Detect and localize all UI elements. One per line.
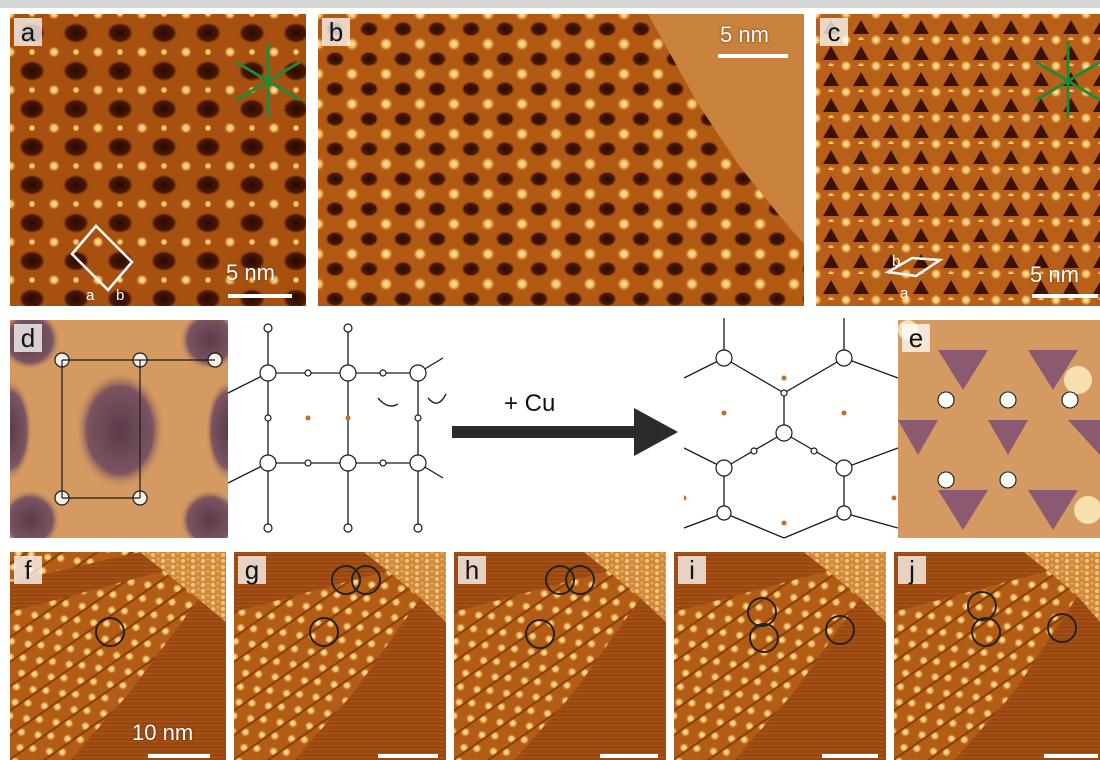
scale-bar-a — [228, 294, 292, 298]
scale-text-f: 10 nm — [132, 720, 194, 745]
scale-bar-i — [822, 754, 878, 758]
lattice-label-b: b — [892, 253, 900, 270]
stm-panel-a: a b a 5 nm — [10, 14, 306, 306]
lattice-label-a: a — [86, 287, 95, 304]
highlight-circle — [309, 617, 339, 647]
rotation-arrow-icon — [377, 397, 399, 407]
highlight-circle — [95, 617, 125, 647]
scale-bar-j — [1044, 754, 1098, 758]
highlight-circle — [1047, 613, 1077, 643]
stm-panel-d: d — [10, 320, 228, 538]
panel-label-h: h — [458, 556, 486, 584]
stm-panel-f: f 10 nm — [10, 552, 226, 760]
panel-label-f: f — [14, 556, 42, 584]
stm-image-c: b a — [816, 14, 1100, 306]
scale-bar-c — [1032, 294, 1098, 298]
highlight-circle — [331, 565, 361, 595]
highlight-circle — [971, 617, 1001, 647]
panel-label-b: b — [322, 18, 350, 46]
stm-image-a: a b — [10, 14, 306, 306]
stm-image-g — [234, 552, 446, 760]
panel-label-e: e — [902, 324, 930, 352]
highlight-circle — [749, 623, 779, 653]
highlight-circle — [351, 565, 381, 595]
stm-image-i — [674, 552, 886, 760]
symmetry-axes-icon — [1035, 42, 1100, 118]
scale-bar-f — [148, 754, 210, 758]
panel-label-a: a — [14, 18, 42, 46]
stm-panel-e: e — [898, 320, 1100, 538]
highlight-circle — [747, 597, 777, 627]
stm-image-j — [894, 552, 1100, 760]
cu-atom-icon — [684, 375, 897, 526]
panel-label-g: g — [238, 556, 266, 584]
panel-label-i: i — [678, 556, 706, 584]
highlight-circle — [565, 565, 595, 595]
stm-panel-h: h — [454, 552, 666, 760]
scale-bar-h — [600, 754, 658, 758]
stm-panel-g: g — [234, 552, 446, 760]
reaction-label: + Cu — [504, 390, 556, 417]
stm-panel-i: i — [674, 552, 886, 760]
symmetry-axes-icon — [235, 44, 301, 118]
panel-label-d: d — [14, 324, 42, 352]
lattice-label-a: a — [900, 285, 909, 302]
unit-cell-outline — [70, 224, 134, 292]
rotation-arrow-icon — [427, 393, 447, 404]
scale-text-a: 5 nm — [226, 260, 275, 285]
scale-text-b: 5 nm — [720, 22, 769, 47]
lattice-label-b: b — [116, 287, 124, 304]
stm-panel-b: b 5 nm — [318, 14, 804, 306]
stm-image-h — [454, 552, 666, 760]
stm-panel-j: j — [894, 552, 1100, 760]
scale-bar-g — [378, 754, 438, 758]
cu-atom-icon — [305, 415, 311, 421]
stm-image-b — [318, 14, 804, 306]
molecular-network-after — [684, 318, 898, 539]
stm-image-e — [898, 320, 1100, 538]
stm-image-f — [10, 552, 226, 760]
highlight-circle — [967, 591, 997, 621]
molecular-network-before — [228, 323, 447, 533]
reaction-arrow-icon — [452, 408, 678, 456]
highlight-circle — [825, 615, 855, 645]
highlight-circle — [545, 565, 575, 595]
upper-terrace — [648, 14, 804, 244]
unit-cell-outline — [884, 256, 944, 278]
stm-panel-c: b a c 5 nm — [816, 14, 1100, 306]
panel-label-j: j — [898, 556, 926, 584]
highlight-circle — [525, 619, 555, 649]
scale-text-c: 5 nm — [1030, 262, 1079, 287]
scale-bar-b — [718, 54, 788, 58]
top-border — [0, 0, 1100, 8]
stm-image-d — [10, 320, 228, 538]
cu-atom-icon — [345, 415, 351, 421]
panel-label-c: c — [820, 18, 848, 46]
